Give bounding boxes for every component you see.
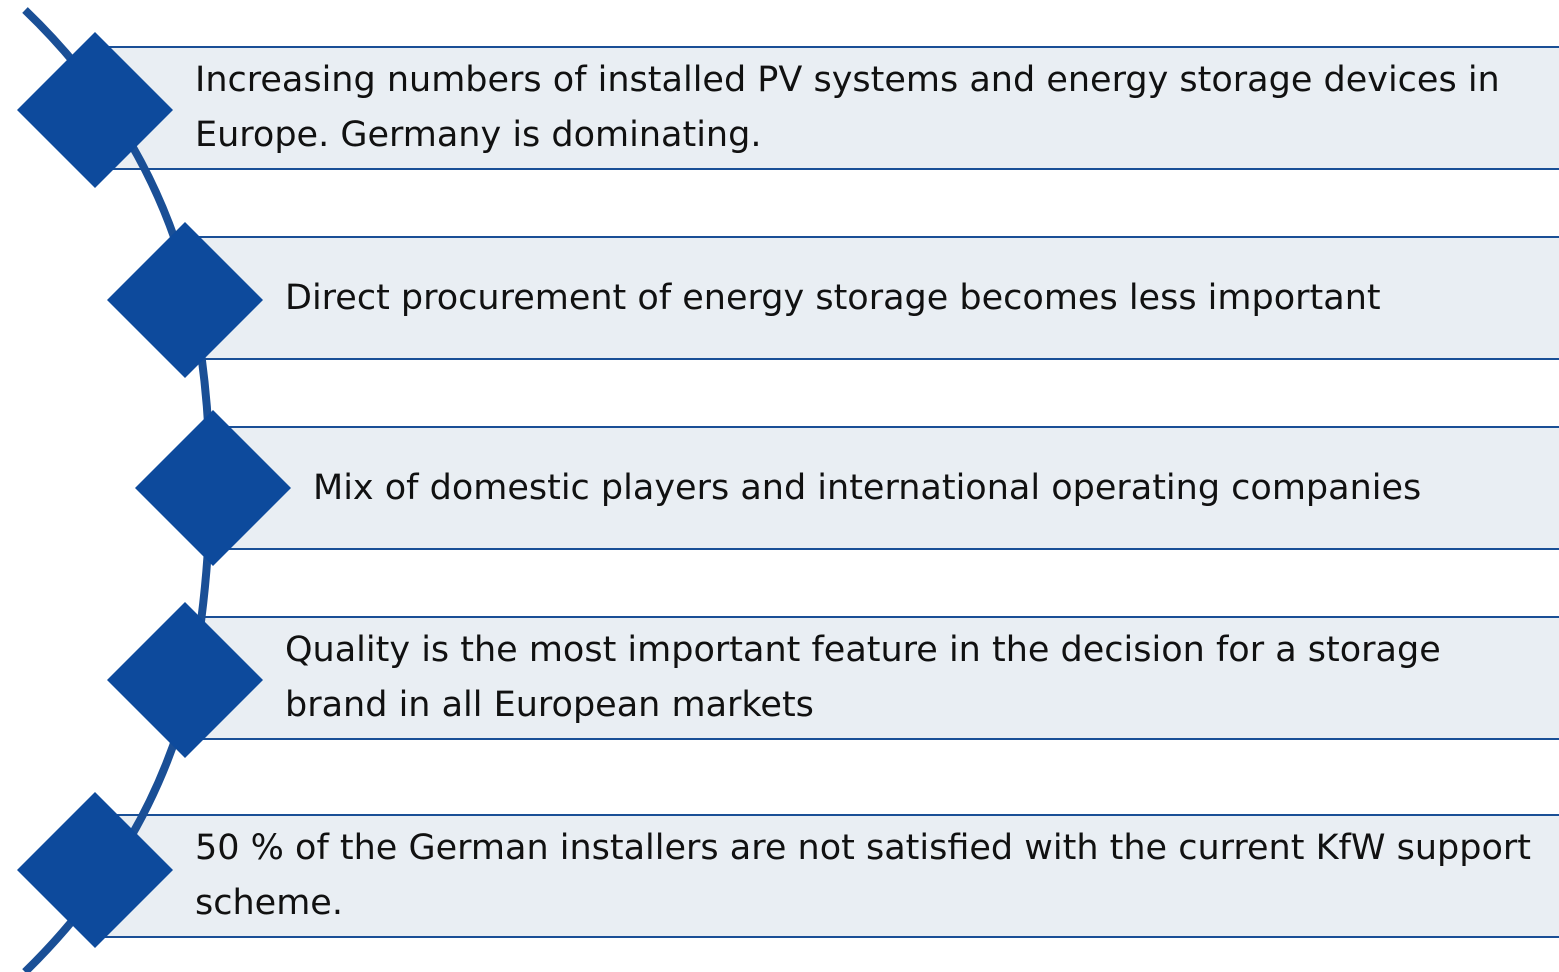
diamond: [107, 602, 263, 758]
item-band: Increasing numbers of installed PV syste…: [95, 46, 1559, 170]
item-band: Direct procurement of energy storage bec…: [185, 236, 1559, 360]
diamond: [17, 32, 173, 188]
diamond: [107, 222, 263, 378]
item-band: 50 % of the German installers are not sa…: [95, 814, 1559, 938]
item-band: Quality is the most important feature in…: [185, 616, 1559, 740]
item-text: Mix of domestic players and internationa…: [313, 467, 1422, 508]
item-band: Mix of domestic players and internationa…: [213, 426, 1559, 550]
item-text: Direct procurement of energy storage bec…: [285, 277, 1381, 318]
item-text: 50 % of the German installers are not sa…: [195, 828, 1531, 923]
item-text: Quality is the most important feature in…: [285, 630, 1441, 725]
diamond: [17, 792, 173, 948]
item-text: Increasing numbers of installed PV syste…: [195, 60, 1500, 155]
diamond: [135, 410, 291, 566]
